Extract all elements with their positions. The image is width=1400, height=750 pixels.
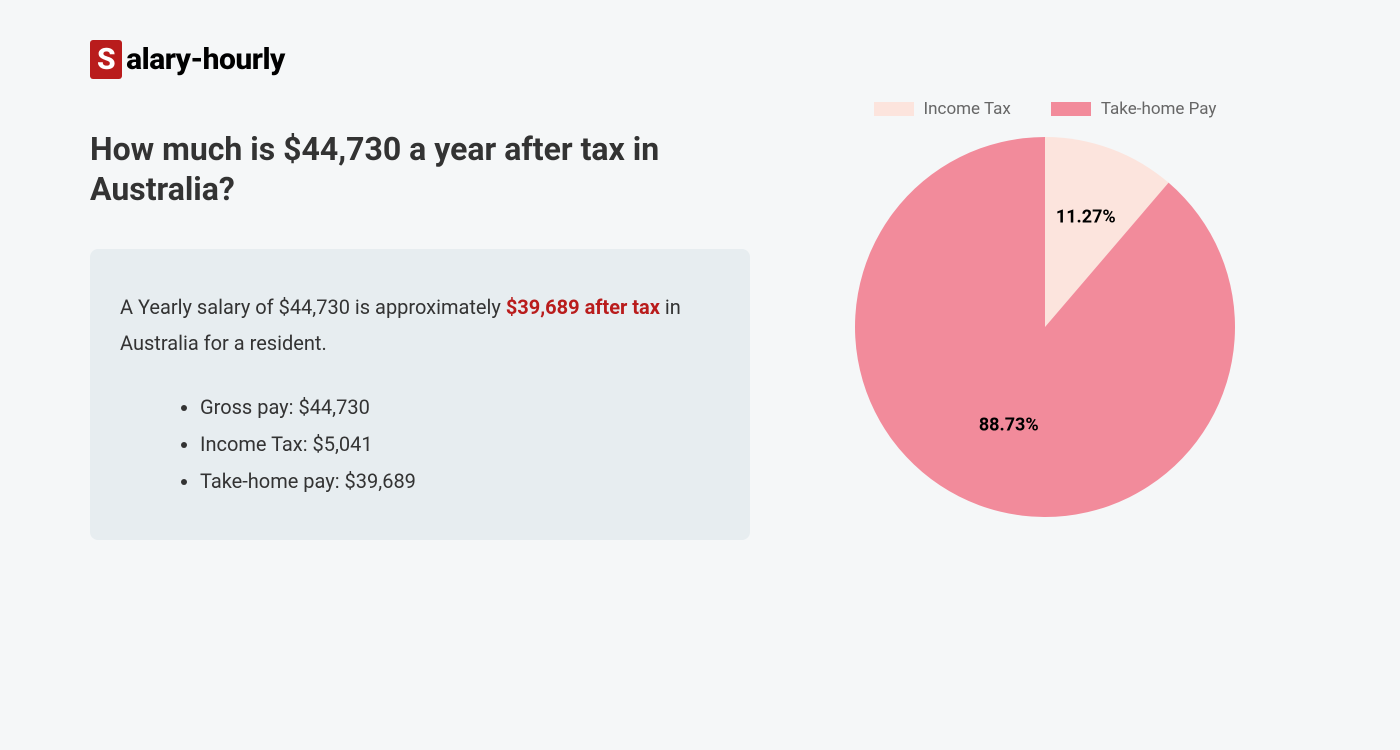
content-row: How much is $44,730 a year after tax in … [90, 129, 1310, 540]
page-title: How much is $44,730 a year after tax in … [90, 129, 750, 209]
legend-item-income-tax: Income Tax [874, 99, 1011, 119]
site-logo: Salary-hourly [90, 40, 1310, 79]
info-box: A Yearly salary of $44,730 is approximat… [90, 249, 750, 540]
summary-highlight: $39,689 after tax [506, 295, 660, 319]
legend-item-takehome: Take-home Pay [1051, 99, 1217, 119]
legend-swatch [1051, 102, 1091, 116]
logo-badge: S [90, 40, 122, 79]
legend-label: Income Tax [924, 99, 1011, 119]
pie-svg [855, 137, 1235, 517]
list-item: Take-home pay: $39,689 [200, 463, 720, 500]
list-item: Gross pay: $44,730 [200, 389, 720, 426]
chart-legend: Income Tax Take-home Pay [874, 99, 1217, 119]
legend-label: Take-home Pay [1101, 99, 1217, 119]
legend-swatch [874, 102, 914, 116]
pie-chart: 11.27% 88.73% [855, 137, 1235, 517]
pie-slice-label: 11.27% [1056, 206, 1116, 227]
bullet-list: Gross pay: $44,730 Income Tax: $5,041 Ta… [120, 389, 720, 500]
list-item: Income Tax: $5,041 [200, 426, 720, 463]
summary-pre: A Yearly salary of $44,730 is approximat… [120, 295, 506, 319]
pie-slice-label: 88.73% [979, 415, 1039, 436]
chart-column: Income Tax Take-home Pay 11.27% 88.73% [830, 99, 1260, 517]
summary-text: A Yearly salary of $44,730 is approximat… [120, 289, 720, 361]
left-column: How much is $44,730 a year after tax in … [90, 129, 750, 540]
pie-slice [855, 137, 1235, 517]
logo-text: alary-hourly [126, 42, 285, 77]
page-container: Salary-hourly How much is $44,730 a year… [0, 0, 1400, 750]
